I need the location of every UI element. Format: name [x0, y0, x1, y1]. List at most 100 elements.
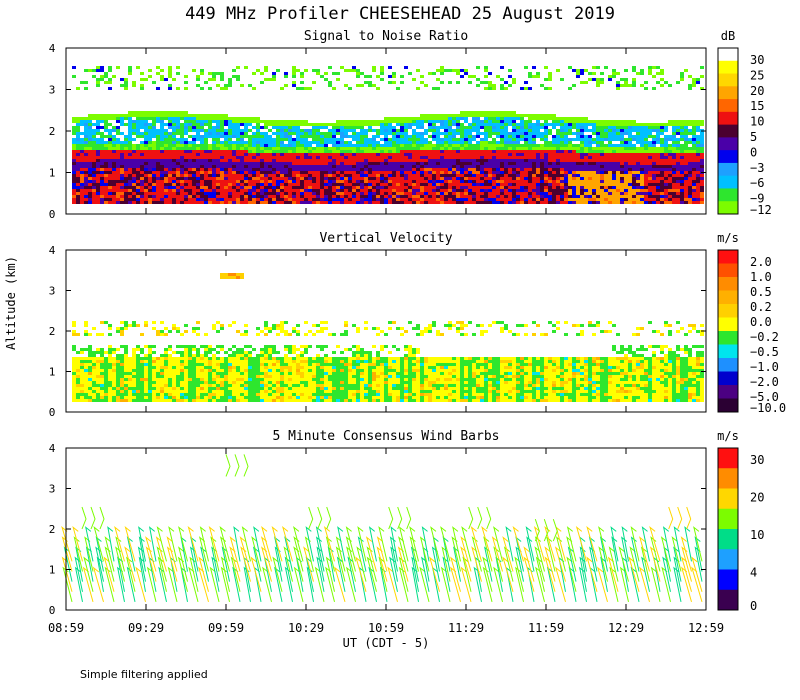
- wind-barb: [155, 536, 167, 572]
- wind-barb: [628, 556, 640, 592]
- wind-barb: [450, 556, 461, 592]
- wind-barb: [156, 546, 167, 582]
- wind-barb: [649, 526, 661, 562]
- colorbar-swatch: [718, 73, 738, 87]
- wind-barb: [677, 506, 683, 530]
- wind-barb: [138, 556, 146, 592]
- wind-barb: [115, 536, 125, 572]
- vertical-velocity-heatmap: [72, 273, 704, 402]
- x-tick-label: 10:59: [368, 621, 404, 635]
- wind-barb: [345, 526, 356, 562]
- wind-barb: [411, 566, 419, 602]
- wind-barb: [326, 506, 332, 530]
- wind-barb: [568, 566, 577, 602]
- wind-barb: [325, 536, 335, 572]
- wind-barb: [126, 566, 136, 603]
- wind-barb: [442, 556, 451, 592]
- wind-barb: [491, 536, 503, 572]
- wind-barb: [274, 536, 283, 572]
- wind-barb: [82, 566, 94, 603]
- wind-barb: [225, 454, 231, 477]
- colorbar-swatch: [718, 398, 738, 413]
- wind-barb: [629, 546, 640, 582]
- wind-barb: [334, 566, 346, 603]
- wind-barb: [671, 536, 682, 572]
- colorbar-label: 0: [750, 599, 757, 613]
- colorbar-label: 5: [750, 130, 757, 144]
- wind-barb: [619, 566, 629, 603]
- colorbar-unit: m/s: [717, 231, 739, 245]
- colorbar-label: 0.0: [750, 315, 772, 329]
- wind-barb: [673, 546, 682, 582]
- wind-barb: [295, 556, 304, 592]
- y-tick-label: 3: [49, 285, 56, 298]
- wind-barb: [618, 546, 629, 582]
- wind-barb: [104, 566, 115, 603]
- colorbar-label: −2.0: [750, 375, 779, 389]
- wind-barb: [252, 546, 262, 582]
- x-tick-label: 09:59: [208, 621, 244, 635]
- wind-barb: [608, 546, 619, 582]
- colorbar-unit: dB: [721, 29, 735, 43]
- wind-barb: [409, 526, 419, 562]
- wind-barb: [239, 536, 251, 572]
- wind-barb: [356, 546, 367, 582]
- colorbar-swatch: [718, 290, 738, 305]
- wind-barb: [243, 454, 249, 477]
- wind-barb: [566, 556, 577, 592]
- colorbar-label: −0.5: [750, 345, 779, 359]
- wind-barb: [271, 526, 283, 562]
- wind-barb: [421, 526, 430, 562]
- wind-barb: [453, 546, 461, 582]
- colorbar-label: −0.2: [750, 330, 779, 344]
- wind-barb: [428, 556, 440, 592]
- colorbar-frame: [717, 447, 739, 611]
- wind-barb: [234, 454, 240, 477]
- colorbar-label: 20: [750, 84, 764, 98]
- wind-barb: [543, 518, 549, 542]
- wind-barb: [146, 566, 157, 603]
- colorbar-label: 30: [750, 53, 764, 67]
- wind-barb: [357, 536, 367, 572]
- wind-barb: [335, 536, 346, 572]
- colorbar-unit: m/s: [717, 429, 739, 443]
- wind-barb: [272, 556, 283, 592]
- wind-barb: [92, 566, 104, 603]
- wind-barb: [167, 566, 178, 603]
- colorbar-swatch: [718, 60, 738, 75]
- wind-barb: [232, 566, 241, 603]
- wind-barb: [630, 566, 640, 603]
- colorbar-label: −9: [750, 192, 764, 206]
- wind-barb: [535, 556, 545, 592]
- wind-barb: [430, 526, 440, 562]
- wind-barb: [390, 546, 398, 582]
- wind-barbs: [61, 454, 703, 603]
- wind-barb: [158, 566, 167, 603]
- wind-barb: [680, 536, 692, 572]
- wind-barb: [686, 506, 692, 530]
- wind-barb: [116, 566, 125, 602]
- wind-barb: [241, 526, 251, 562]
- colorbar-swatch: [718, 468, 738, 489]
- y-tick-label: 4: [49, 244, 56, 257]
- colorbar-label: −6: [750, 176, 764, 190]
- wind-barb: [314, 566, 325, 603]
- wind-barb: [493, 526, 503, 562]
- wind-barb: [178, 526, 188, 562]
- wind-barb: [284, 566, 293, 603]
- wind-barb: [83, 556, 94, 592]
- wind-barb: [609, 566, 619, 603]
- wind-barb: [460, 566, 472, 603]
- wind-barb: [219, 536, 230, 572]
- wind-barb: [419, 536, 430, 572]
- wind-barb: [387, 566, 398, 603]
- wind-barb: [284, 536, 293, 572]
- wind-barb: [495, 556, 503, 592]
- colorbar-swatch: [718, 48, 738, 62]
- colorbar-swatch: [718, 201, 738, 215]
- wind-barb: [187, 526, 199, 562]
- wind-barb: [650, 536, 661, 572]
- wind-barb: [410, 546, 419, 582]
- wind-barb: [308, 506, 314, 530]
- wind-barb: [579, 556, 587, 592]
